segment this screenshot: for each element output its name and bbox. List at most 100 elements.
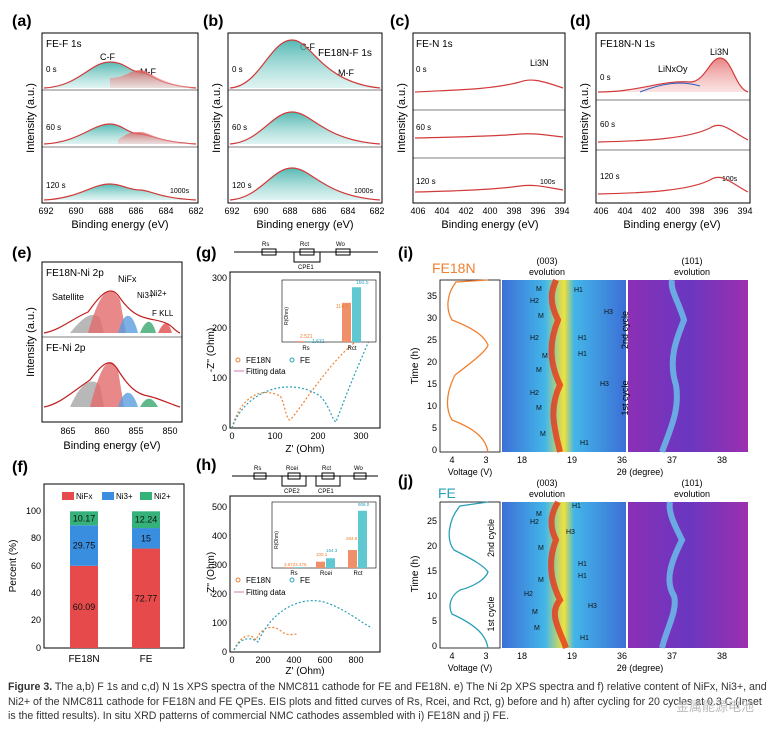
svg-text:398: 398: [689, 206, 704, 216]
watermark: 金属能源电池: [675, 699, 754, 714]
svg-text:690: 690: [253, 206, 268, 216]
svg-text:200: 200: [212, 589, 227, 599]
svg-text:15: 15: [427, 566, 437, 576]
svg-text:Li3N: Li3N: [710, 47, 729, 57]
svg-text:40: 40: [31, 588, 41, 598]
svg-text:114.7: 114.7: [336, 304, 348, 310]
svg-text:300: 300: [212, 560, 227, 570]
svg-text:H2: H2: [530, 335, 539, 342]
bar-value-label: 15: [141, 533, 151, 543]
svg-text:M: M: [532, 609, 538, 616]
svg-text:M: M: [536, 405, 542, 412]
panel-a-frame: [41, 32, 199, 204]
svg-text:688: 688: [282, 206, 297, 216]
svg-text:284.8: 284.8: [346, 536, 358, 541]
svg-text:H1: H1: [578, 573, 587, 580]
svg-text:25: 25: [427, 516, 437, 526]
svg-text:H2: H2: [530, 390, 539, 397]
svg-text:682: 682: [369, 206, 384, 216]
bar-Ni2+-FE: [132, 511, 160, 529]
svg-text:CPE2: CPE2: [284, 489, 300, 495]
svg-text:evolution: evolution: [529, 489, 565, 499]
panel-c: (c) FE-N 1s 0 s 60 s 120 s 100s Li3N 406…: [390, 13, 570, 231]
svg-text:690: 690: [68, 206, 83, 216]
legend: FE18N FE Fitting data: [234, 356, 310, 376]
svg-text:120 s: 120 s: [600, 172, 620, 181]
panel-f: (f) Percent (%) 0 20 40 60 80 100 NiFx N…: [8, 459, 185, 665]
svg-text:4: 4: [449, 651, 454, 661]
panel-h: (h) Rs Rcei Rct CPE2 CPE1 Wo 0 100 200 3…: [196, 457, 381, 677]
peak-label: M-F: [140, 67, 156, 77]
category-label: FE: [140, 654, 153, 665]
inset-bar-FE18N-Rcei: [316, 561, 325, 568]
svg-text:FE18N: FE18N: [432, 260, 476, 276]
svg-text:-Z'' (Ohm): -Z'' (Ohm): [206, 328, 217, 372]
svg-text:2θ (degree): 2θ (degree): [617, 467, 664, 477]
svg-text:100s: 100s: [722, 176, 738, 183]
svg-text:Rct: Rct: [354, 571, 363, 577]
svg-text:60 s: 60 s: [416, 123, 431, 132]
svg-text:398: 398: [506, 206, 521, 216]
svg-text:402: 402: [458, 206, 473, 216]
svg-text:154.3: 154.3: [326, 548, 338, 553]
svg-text:396: 396: [530, 206, 545, 216]
svg-text:100: 100: [26, 506, 41, 516]
svg-text:Ni3+: Ni3+: [116, 492, 133, 501]
category-label: FE18N: [68, 654, 99, 665]
svg-text:FE18N: FE18N: [246, 356, 271, 365]
svg-text:M: M: [536, 367, 542, 374]
svg-text:(b): (b): [203, 13, 223, 30]
inset-bar-FE18N-Rct: [342, 302, 351, 342]
peak-label: C-F: [100, 52, 115, 62]
svg-text:2nd cycle: 2nd cycle: [620, 311, 630, 349]
nyquist-fe: [233, 600, 373, 651]
svg-text:60 s: 60 s: [232, 123, 247, 132]
svg-text:20: 20: [427, 541, 437, 551]
x-axis-label: Binding energy (eV): [71, 219, 168, 231]
svg-text:(101): (101): [681, 478, 702, 488]
svg-text:H3: H3: [566, 529, 575, 536]
svg-text:20: 20: [31, 615, 41, 625]
svg-text:120 s: 120 s: [46, 181, 66, 190]
svg-text:H3: H3: [600, 381, 609, 388]
figure-caption: Figure 3. The a,b) F 1s and c,d) N 1s XP…: [8, 680, 768, 724]
svg-text:Binding energy (eV): Binding energy (eV): [256, 219, 353, 231]
svg-text:1.631: 1.631: [312, 339, 325, 345]
svg-text:80: 80: [31, 533, 41, 543]
svg-text:120 s: 120 s: [232, 181, 252, 190]
svg-text:M: M: [538, 545, 544, 552]
svg-text:0: 0: [222, 647, 227, 657]
equivalent-circuit: Rs Rct CPE1 Wo: [234, 242, 378, 271]
svg-text:36: 36: [617, 455, 627, 465]
svg-text:Rct: Rct: [322, 466, 331, 472]
svg-text:Rs: Rs: [290, 571, 297, 577]
phase-labels: H1 H3 H1 H1 H3 H1 M H2 M H2 M M H2 M M: [530, 286, 613, 447]
svg-text:Wo: Wo: [354, 466, 364, 472]
svg-text:0 s: 0 s: [416, 65, 427, 74]
svg-text:10: 10: [427, 401, 437, 411]
spectrum-120s: [43, 183, 197, 201]
svg-text:120 s: 120 s: [416, 177, 436, 186]
svg-text:404: 404: [617, 206, 632, 216]
panel-d: (d) FE18N-N 1s 0 s 60 s 120 s 100s Li3N …: [570, 13, 753, 231]
inset-bar-FE-Rs: [306, 341, 315, 342]
spectrum-0s: [43, 61, 197, 89]
svg-text:400: 400: [665, 206, 680, 216]
svg-text:H2: H2: [524, 591, 533, 598]
svg-text:Intensity (a.u.): Intensity (a.u.): [25, 307, 37, 377]
svg-text:Intensity (a.u.): Intensity (a.u.): [579, 83, 591, 153]
svg-text:(f): (f): [12, 459, 28, 476]
svg-text:M-F: M-F: [338, 68, 354, 78]
svg-text:37: 37: [667, 455, 677, 465]
svg-text:(j): (j): [398, 473, 413, 490]
legend: FE18N FE Fitting data: [234, 576, 310, 597]
svg-text:400: 400: [482, 206, 497, 216]
svg-text:0: 0: [432, 641, 437, 651]
svg-text:10: 10: [427, 591, 437, 601]
svg-text:1000s: 1000s: [170, 188, 190, 195]
svg-text:3: 3: [483, 455, 488, 465]
bar-NiFx-FE: [132, 548, 160, 648]
svg-text:FE18N-F 1s: FE18N-F 1s: [318, 48, 372, 59]
y-axis-label: Intensity (a.u.): [25, 83, 37, 153]
svg-text:200: 200: [212, 323, 227, 333]
